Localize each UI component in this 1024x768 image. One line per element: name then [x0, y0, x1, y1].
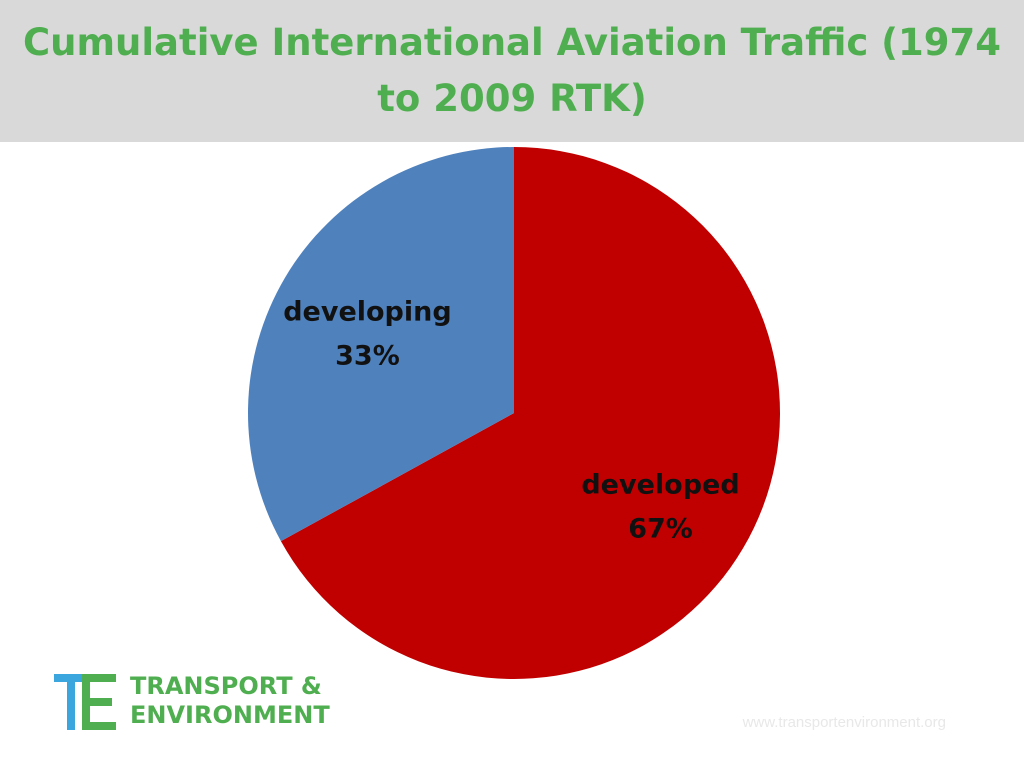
footer-url: www.transportenvironment.org [742, 714, 946, 731]
chart-title: Cumulative International Aviation Traffi… [22, 21, 1002, 120]
logo-text-line2: ENVIRONMENT [130, 701, 330, 729]
pie-slice-developed [280, 147, 781, 679]
logo-text-line1: TRANSPORT & [130, 672, 322, 700]
slice-label-developing: developing 33% [283, 296, 452, 371]
slice-label-developed: developed 67% [581, 470, 739, 545]
pie-slice-developing [247, 147, 514, 542]
title-band: Cumulative International Aviation Traffi… [0, 0, 1024, 142]
transport-environment-logo: TRANSPORT & ENVIRONMENT [54, 672, 344, 732]
te-logo-mark-icon [54, 674, 116, 730]
